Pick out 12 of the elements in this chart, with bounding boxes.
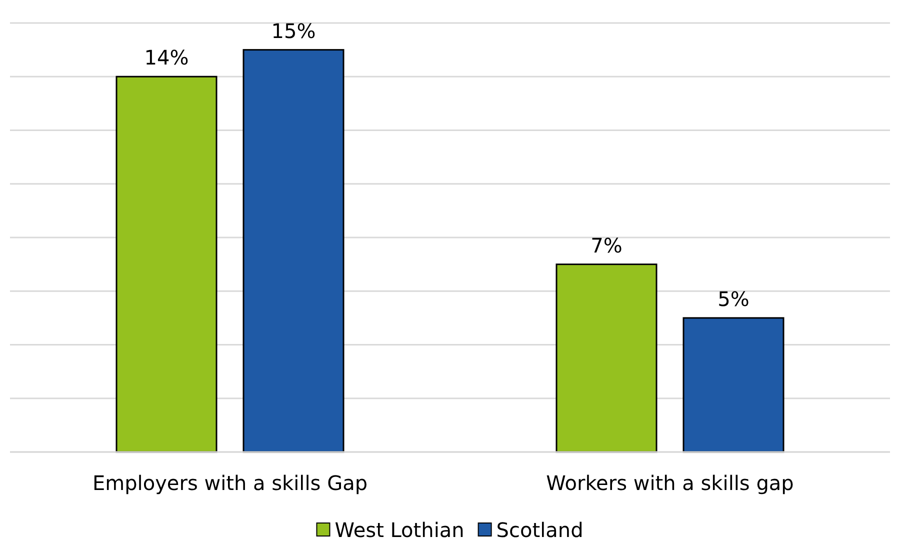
bar — [116, 76, 218, 453]
data-label: 15% — [271, 18, 316, 43]
x-tick-label: Workers with a skills gap — [546, 471, 794, 495]
bar — [242, 49, 344, 453]
bar — [682, 317, 784, 453]
x-tick-label: Employers with a skills Gap — [92, 471, 368, 495]
data-label: 14% — [144, 46, 189, 70]
data-label: 7% — [590, 233, 622, 258]
legend-label: West Lothian — [334, 518, 464, 542]
legend-label: Scotland — [496, 518, 584, 542]
data-label: 5% — [718, 286, 750, 311]
bar — [556, 264, 658, 453]
